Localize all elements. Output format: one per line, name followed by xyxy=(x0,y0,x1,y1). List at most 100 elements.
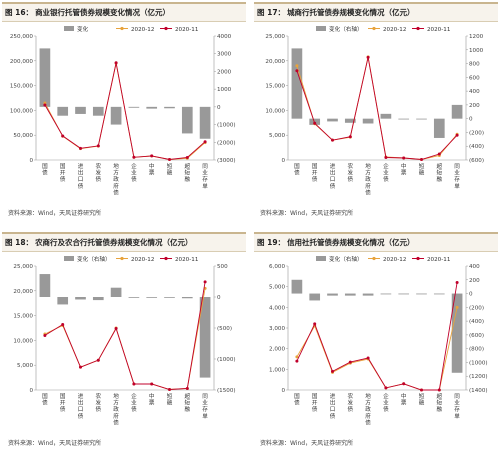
right-tick-label: (2000) xyxy=(217,140,236,146)
series-point-nov xyxy=(420,388,423,392)
change-bar xyxy=(181,297,193,299)
series-point-nov xyxy=(295,359,299,363)
right-tick-label: 1200 xyxy=(469,34,484,40)
legend-swatch-change xyxy=(316,256,326,261)
legend: 变化 2020-12 2020-11 xyxy=(64,25,199,33)
legend: 变化（右轴） 2020-12 2020-11 xyxy=(316,25,451,33)
series-point-nov xyxy=(61,323,65,327)
series-point-nov xyxy=(203,280,207,284)
figure-number: 图 17： xyxy=(257,8,286,17)
right-tick-label: (1500) xyxy=(217,388,236,394)
category-label: 超短融 xyxy=(436,162,442,183)
right-tick-label: (1000) xyxy=(469,360,488,366)
category-label: 地方政府债 xyxy=(365,162,371,196)
chart-panel-3: 图 18： 农商行及农合行托管债券规模变化情况（亿元） 变化（右轴） 2020-1… xyxy=(2,232,246,452)
category-label: 进出口债 xyxy=(78,392,84,420)
series-line-dec xyxy=(296,307,458,391)
series-point-nov xyxy=(366,55,370,59)
change-bar xyxy=(327,118,338,122)
chart-title-bar: 图 16： 商业银行托管债券规模变化情况（亿元） xyxy=(2,2,246,22)
category-label: 国开债 xyxy=(60,393,66,413)
change-bar xyxy=(92,106,104,116)
legend-label-dec: 2020-12 xyxy=(383,257,406,263)
left-tick-label: 3,000 xyxy=(269,326,285,332)
left-tick-label: 15,000 xyxy=(265,84,285,90)
category-label: 超短融 xyxy=(184,162,190,183)
figure-number: 图 19： xyxy=(257,238,286,247)
category-label: 企业债 xyxy=(131,392,137,413)
category-label: 农发债 xyxy=(347,162,353,183)
source-note: 资料来源：Wind，天风证券研究所 xyxy=(260,440,354,447)
chart-title: 商业银行托管债券规模变化情况（亿元） xyxy=(35,8,171,17)
chart-svg: 变化 2020-12 2020-11 0 50,000 100,000 150,000 200… xyxy=(10,25,236,196)
right-tick-label: (500) xyxy=(217,326,232,332)
legend-label-nov: 2020-11 xyxy=(427,257,451,263)
series-line-nov xyxy=(296,282,458,391)
category-label: 中票 xyxy=(401,392,407,407)
series-point-nov xyxy=(313,121,317,125)
chart-panel-1: 图 16： 商业银行托管债券规模变化情况（亿元） 变化 2020-12 2020-1… xyxy=(2,2,246,222)
left-tick-label: 1,000 xyxy=(269,367,285,373)
change-bar xyxy=(199,297,211,378)
legend-label-nov: 2020-11 xyxy=(427,27,451,33)
right-tick-label: (200) xyxy=(469,305,484,311)
series-point-nov xyxy=(185,156,189,160)
legend-marker-nov xyxy=(164,256,168,261)
legend-marker-dec xyxy=(372,26,376,31)
change-bar xyxy=(199,106,211,139)
right-tick-label: 0 xyxy=(469,117,473,123)
series-point-nov xyxy=(150,382,154,386)
legend-marker-dec xyxy=(120,26,124,31)
change-bar xyxy=(416,118,427,120)
legend-marker-nov xyxy=(164,26,168,31)
change-bar xyxy=(75,106,86,114)
legend-marker-nov xyxy=(416,256,420,261)
series-line-nov xyxy=(44,62,206,160)
series-point-dec xyxy=(295,64,299,68)
left-tick-label: 20,000 xyxy=(13,289,33,295)
change-bar xyxy=(110,287,122,297)
change-bar xyxy=(57,106,69,116)
category-label: 农发债 xyxy=(95,162,101,183)
series-point-nov xyxy=(61,134,65,138)
left-tick-label: 25,000 xyxy=(265,34,285,40)
legend-label-nov: 2020-11 xyxy=(175,27,199,33)
category-label: 短融 xyxy=(419,392,425,407)
legend-label-dec: 2020-12 xyxy=(383,27,406,33)
series-point-nov xyxy=(348,135,352,139)
change-bar xyxy=(309,118,321,125)
change-bar xyxy=(344,118,356,123)
right-tick-label: 500 xyxy=(217,264,228,270)
series-point-nov xyxy=(203,140,207,144)
right-tick-label: 0 xyxy=(217,105,221,111)
change-bar xyxy=(451,104,463,119)
left-tick-label: 10,000 xyxy=(265,108,285,114)
right-tick-label: 400 xyxy=(469,264,480,270)
change-bar xyxy=(92,297,104,301)
series-point-nov xyxy=(455,281,459,285)
series-point-nov xyxy=(43,333,47,337)
legend-swatch-change xyxy=(64,256,74,261)
series-point-nov xyxy=(331,138,334,142)
chart-panel-2: 图 17： 城商行托管债券规模变化情况（亿元） 变化（右轴） 2020-12 202… xyxy=(254,2,498,222)
legend-label-change: 变化（右轴） xyxy=(77,255,111,263)
right-tick-label: 0 xyxy=(469,292,473,298)
chart-svg: 变化（右轴） 2020-12 2020-11 0 5,000 10,000 15,000 20… xyxy=(13,255,236,426)
series-point-nov xyxy=(437,152,441,156)
left-tick-label: 200,000 xyxy=(10,59,34,65)
series-point-nov xyxy=(384,386,388,390)
category-label: 中票 xyxy=(149,162,155,177)
category-label: 企业债 xyxy=(383,162,389,183)
category-label: 农发债 xyxy=(347,392,353,413)
category-label: 短融 xyxy=(167,162,173,177)
chart-panel-4: 图 19： 信用社托管债券规模变化情况（亿元） 变化（右轴） 2020-12 202… xyxy=(254,232,498,452)
left-tick-label: 10,000 xyxy=(13,338,33,344)
category-label: 超短融 xyxy=(184,392,190,413)
legend-swatch-change xyxy=(316,26,326,31)
right-tick-label: 200 xyxy=(469,278,480,284)
chart-svg: 变化（右轴） 2020-12 2020-11 0 1,000 2,000 3,000 4,00… xyxy=(269,255,488,426)
series-point-nov xyxy=(168,388,171,392)
series-point-nov xyxy=(79,146,82,150)
legend-marker-dec xyxy=(372,256,376,261)
category-label: 企业债 xyxy=(383,392,389,413)
